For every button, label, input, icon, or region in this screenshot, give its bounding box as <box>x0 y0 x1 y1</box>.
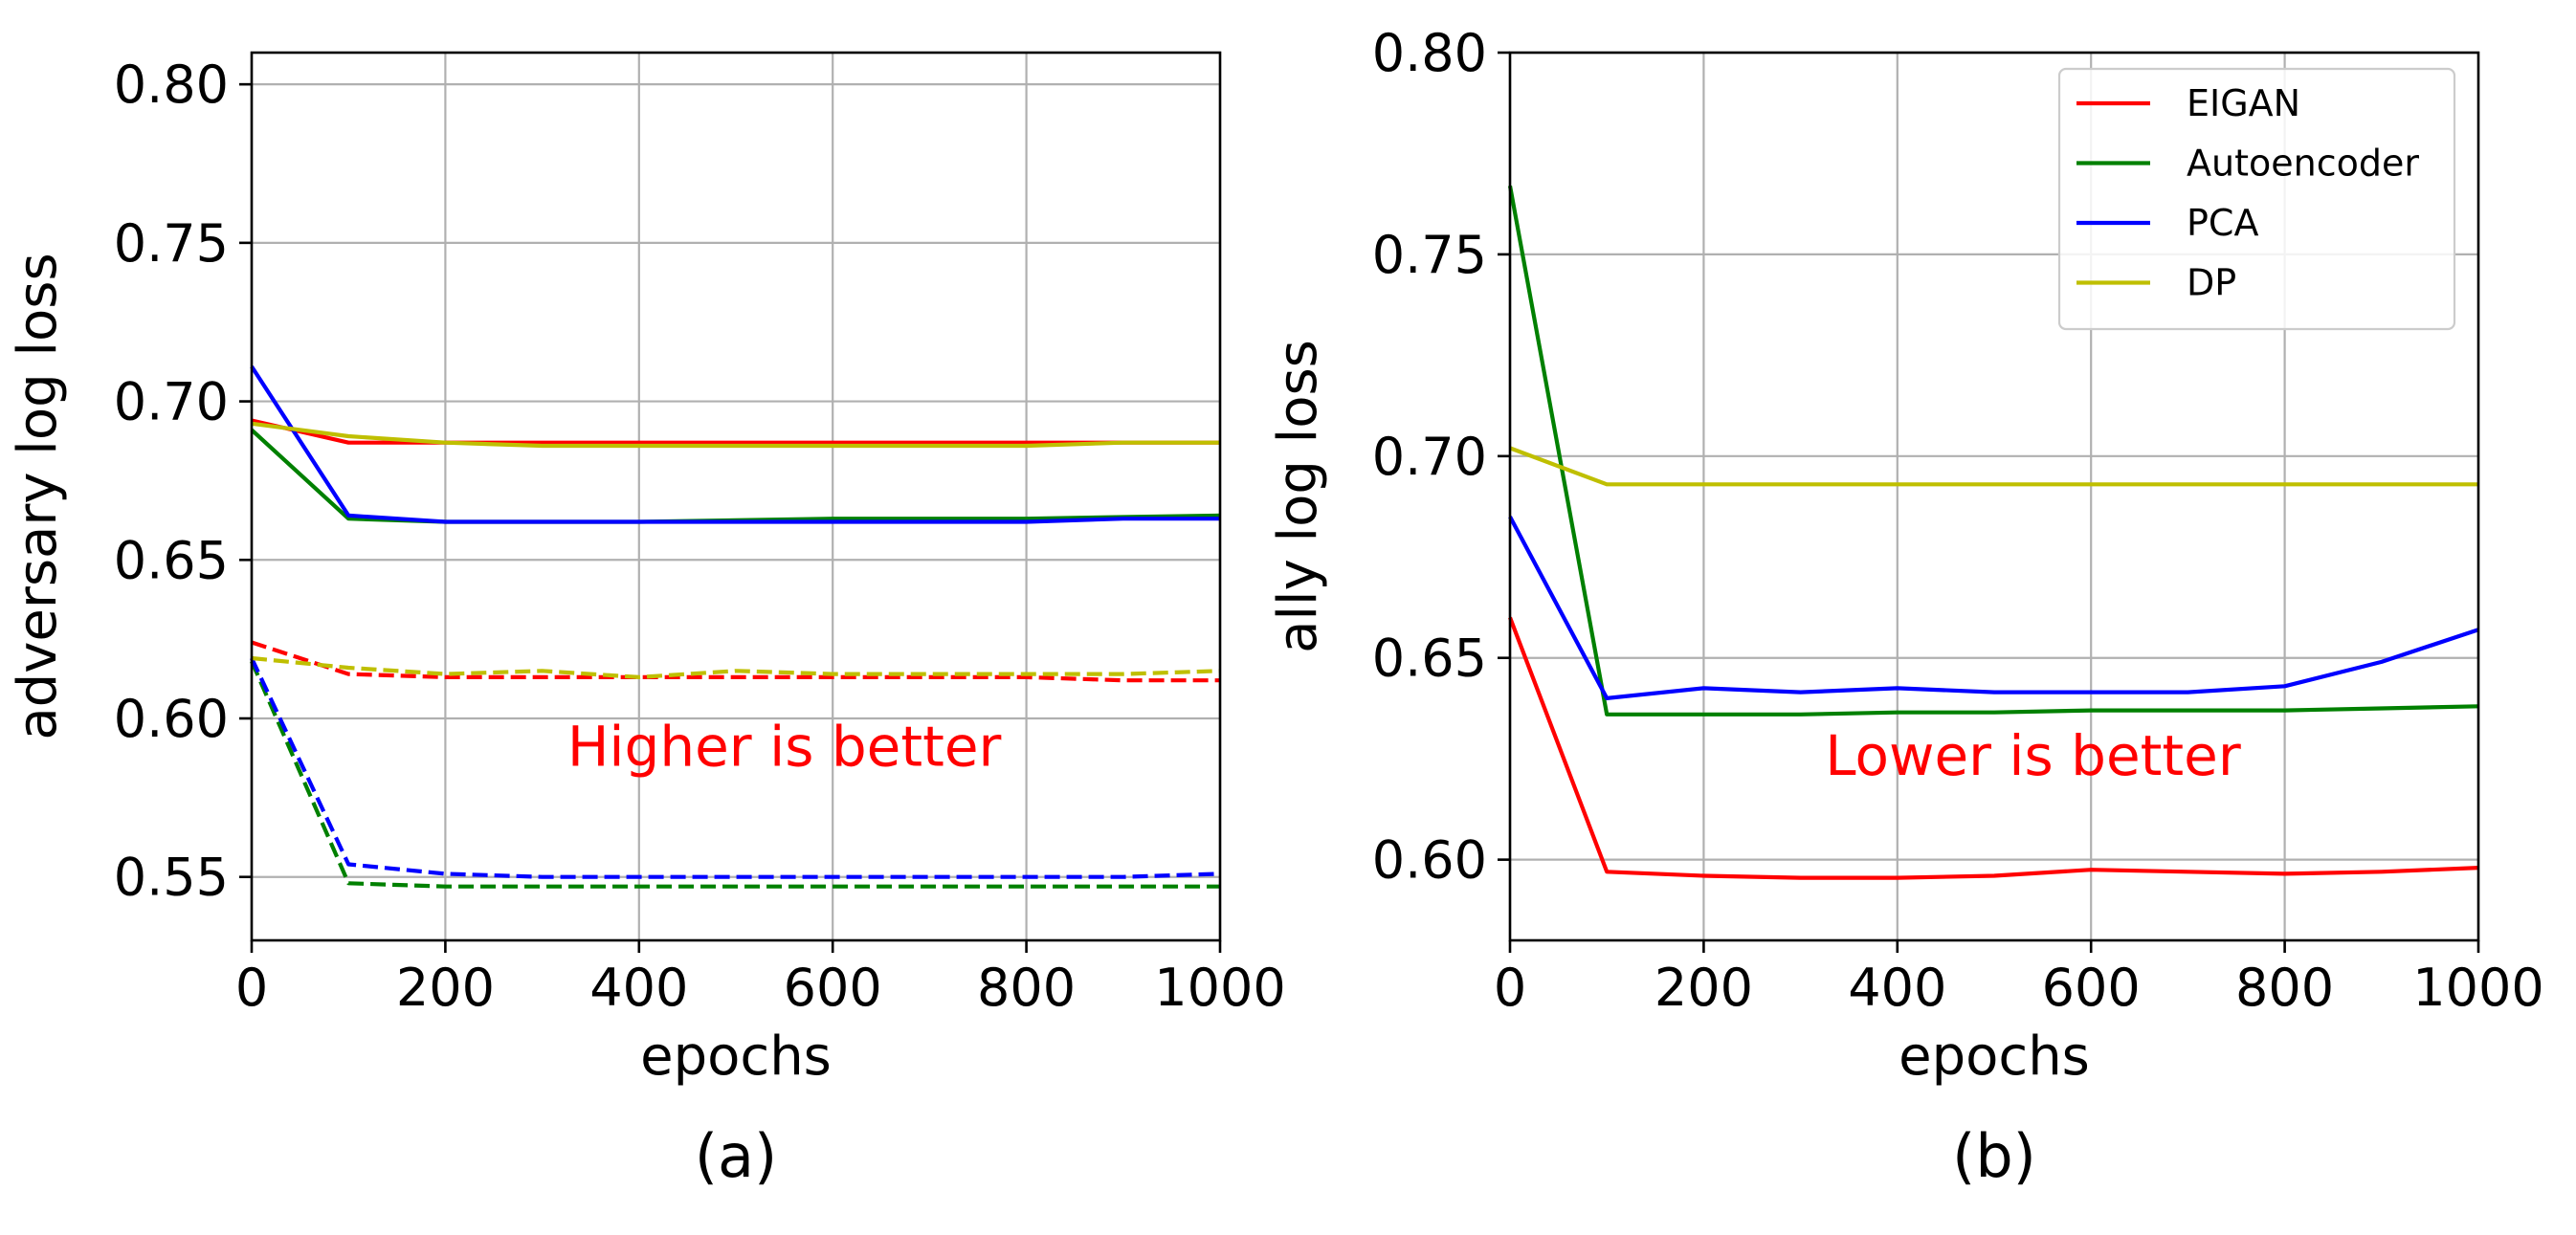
panel-a-y-tick-label: 0.70 <box>114 372 229 432</box>
panel-a-series-dp-solid <box>251 421 1220 449</box>
panel-b-y-tick-label: 0.75 <box>1372 225 1487 285</box>
panel-b-y-axis-label: ally log loss <box>1267 340 1329 653</box>
panel-a-x-tick-label: 0 <box>235 958 268 1018</box>
panel-a-x-tick-label: 800 <box>977 958 1076 1018</box>
panel-b-y-tick-label: 0.60 <box>1372 830 1487 891</box>
panel-a-annotation: Higher is better <box>567 715 1002 780</box>
panel-b-x-tick-label: 200 <box>1654 958 1753 1018</box>
panel-a-chart: 0 200 400 600 800 1000 0.55 0.60 0.65 0.70 0.75 0.8… <box>7 51 1286 1191</box>
panel-b-x-tick-label: 1000 <box>2412 958 2543 1018</box>
panel-a-series-pca-dashed <box>250 657 1221 879</box>
panel-a-caption: (a) <box>695 1121 777 1191</box>
panel-a-plot-frame <box>250 51 1222 942</box>
panel-a-y-axis-label: adversary log loss <box>7 253 69 739</box>
panel-b-x-axis-label: epochs <box>1899 1025 2090 1088</box>
panel-a-series-eigan-solid <box>251 418 1220 445</box>
panel-b-legend-label-eigan: EIGAN <box>2187 82 2300 124</box>
panel-b-x-tick-label: 400 <box>1848 958 1946 1018</box>
panel-b-y-tick-label: 0.70 <box>1372 427 1487 487</box>
panel-a-series-autoencoder-dashed <box>250 660 1220 889</box>
panel-a-x-tick-label: 200 <box>396 958 495 1018</box>
panel-a-y-tick-label: 0.75 <box>114 213 229 274</box>
panel-b-legend: EIGAN Autoencoder PCA DP <box>2057 67 2456 331</box>
panel-a-x-tick-label: 600 <box>784 958 882 1018</box>
panel-a-y-tick-label: 0.80 <box>114 55 229 115</box>
panel-b-chart: 0 200 400 600 800 1000 0.60 0.65 0.70 0.75 0.80 epo… <box>1267 23 2544 1191</box>
panel-a-series-pca-solid <box>250 364 1220 524</box>
panel-b-series-pca-solid <box>1508 516 2479 701</box>
panel-b-annotation: Lower is better <box>1825 723 2241 788</box>
panel-b-series-autoencoder-solid <box>1507 185 2479 717</box>
panel-b-legend-label-dp: DP <box>2187 262 2236 304</box>
panel-b-series-dp-solid <box>1509 446 2478 487</box>
panel-b-caption: (b) <box>1952 1121 2036 1191</box>
panel-b-series-eigan-solid <box>1508 616 2479 880</box>
panel-b-legend-frame <box>2057 67 2456 331</box>
panel-a-y-tick-label: 0.60 <box>114 689 229 749</box>
panel-a-series-eigan-dashed <box>251 640 1220 683</box>
panel-b-plot-frame <box>1508 51 2480 942</box>
panel-b-y-tick-label: 0.65 <box>1372 629 1487 689</box>
panel-a-x-axis-label: epochs <box>640 1025 832 1088</box>
panel-a-x-tick-label: 400 <box>589 958 688 1018</box>
panel-b-x-tick-label: 600 <box>2042 958 2141 1018</box>
panel-a-x-tick-label: 1000 <box>1154 958 1285 1018</box>
panel-b-legend-label-pca: PCA <box>2187 202 2258 244</box>
panel-b-x-tick-label: 800 <box>2235 958 2334 1018</box>
panel-b-y-tick-label: 0.80 <box>1372 23 1487 83</box>
panel-a-y-tick-label: 0.55 <box>114 848 229 908</box>
panel-b-x-tick-label: 0 <box>1494 958 1526 1018</box>
panel-a-y-tick-label: 0.65 <box>114 530 229 590</box>
panel-a-series-dp-dashed <box>251 655 1221 680</box>
panel-b-legend-label-autoencoder: Autoencoder <box>2187 143 2419 185</box>
